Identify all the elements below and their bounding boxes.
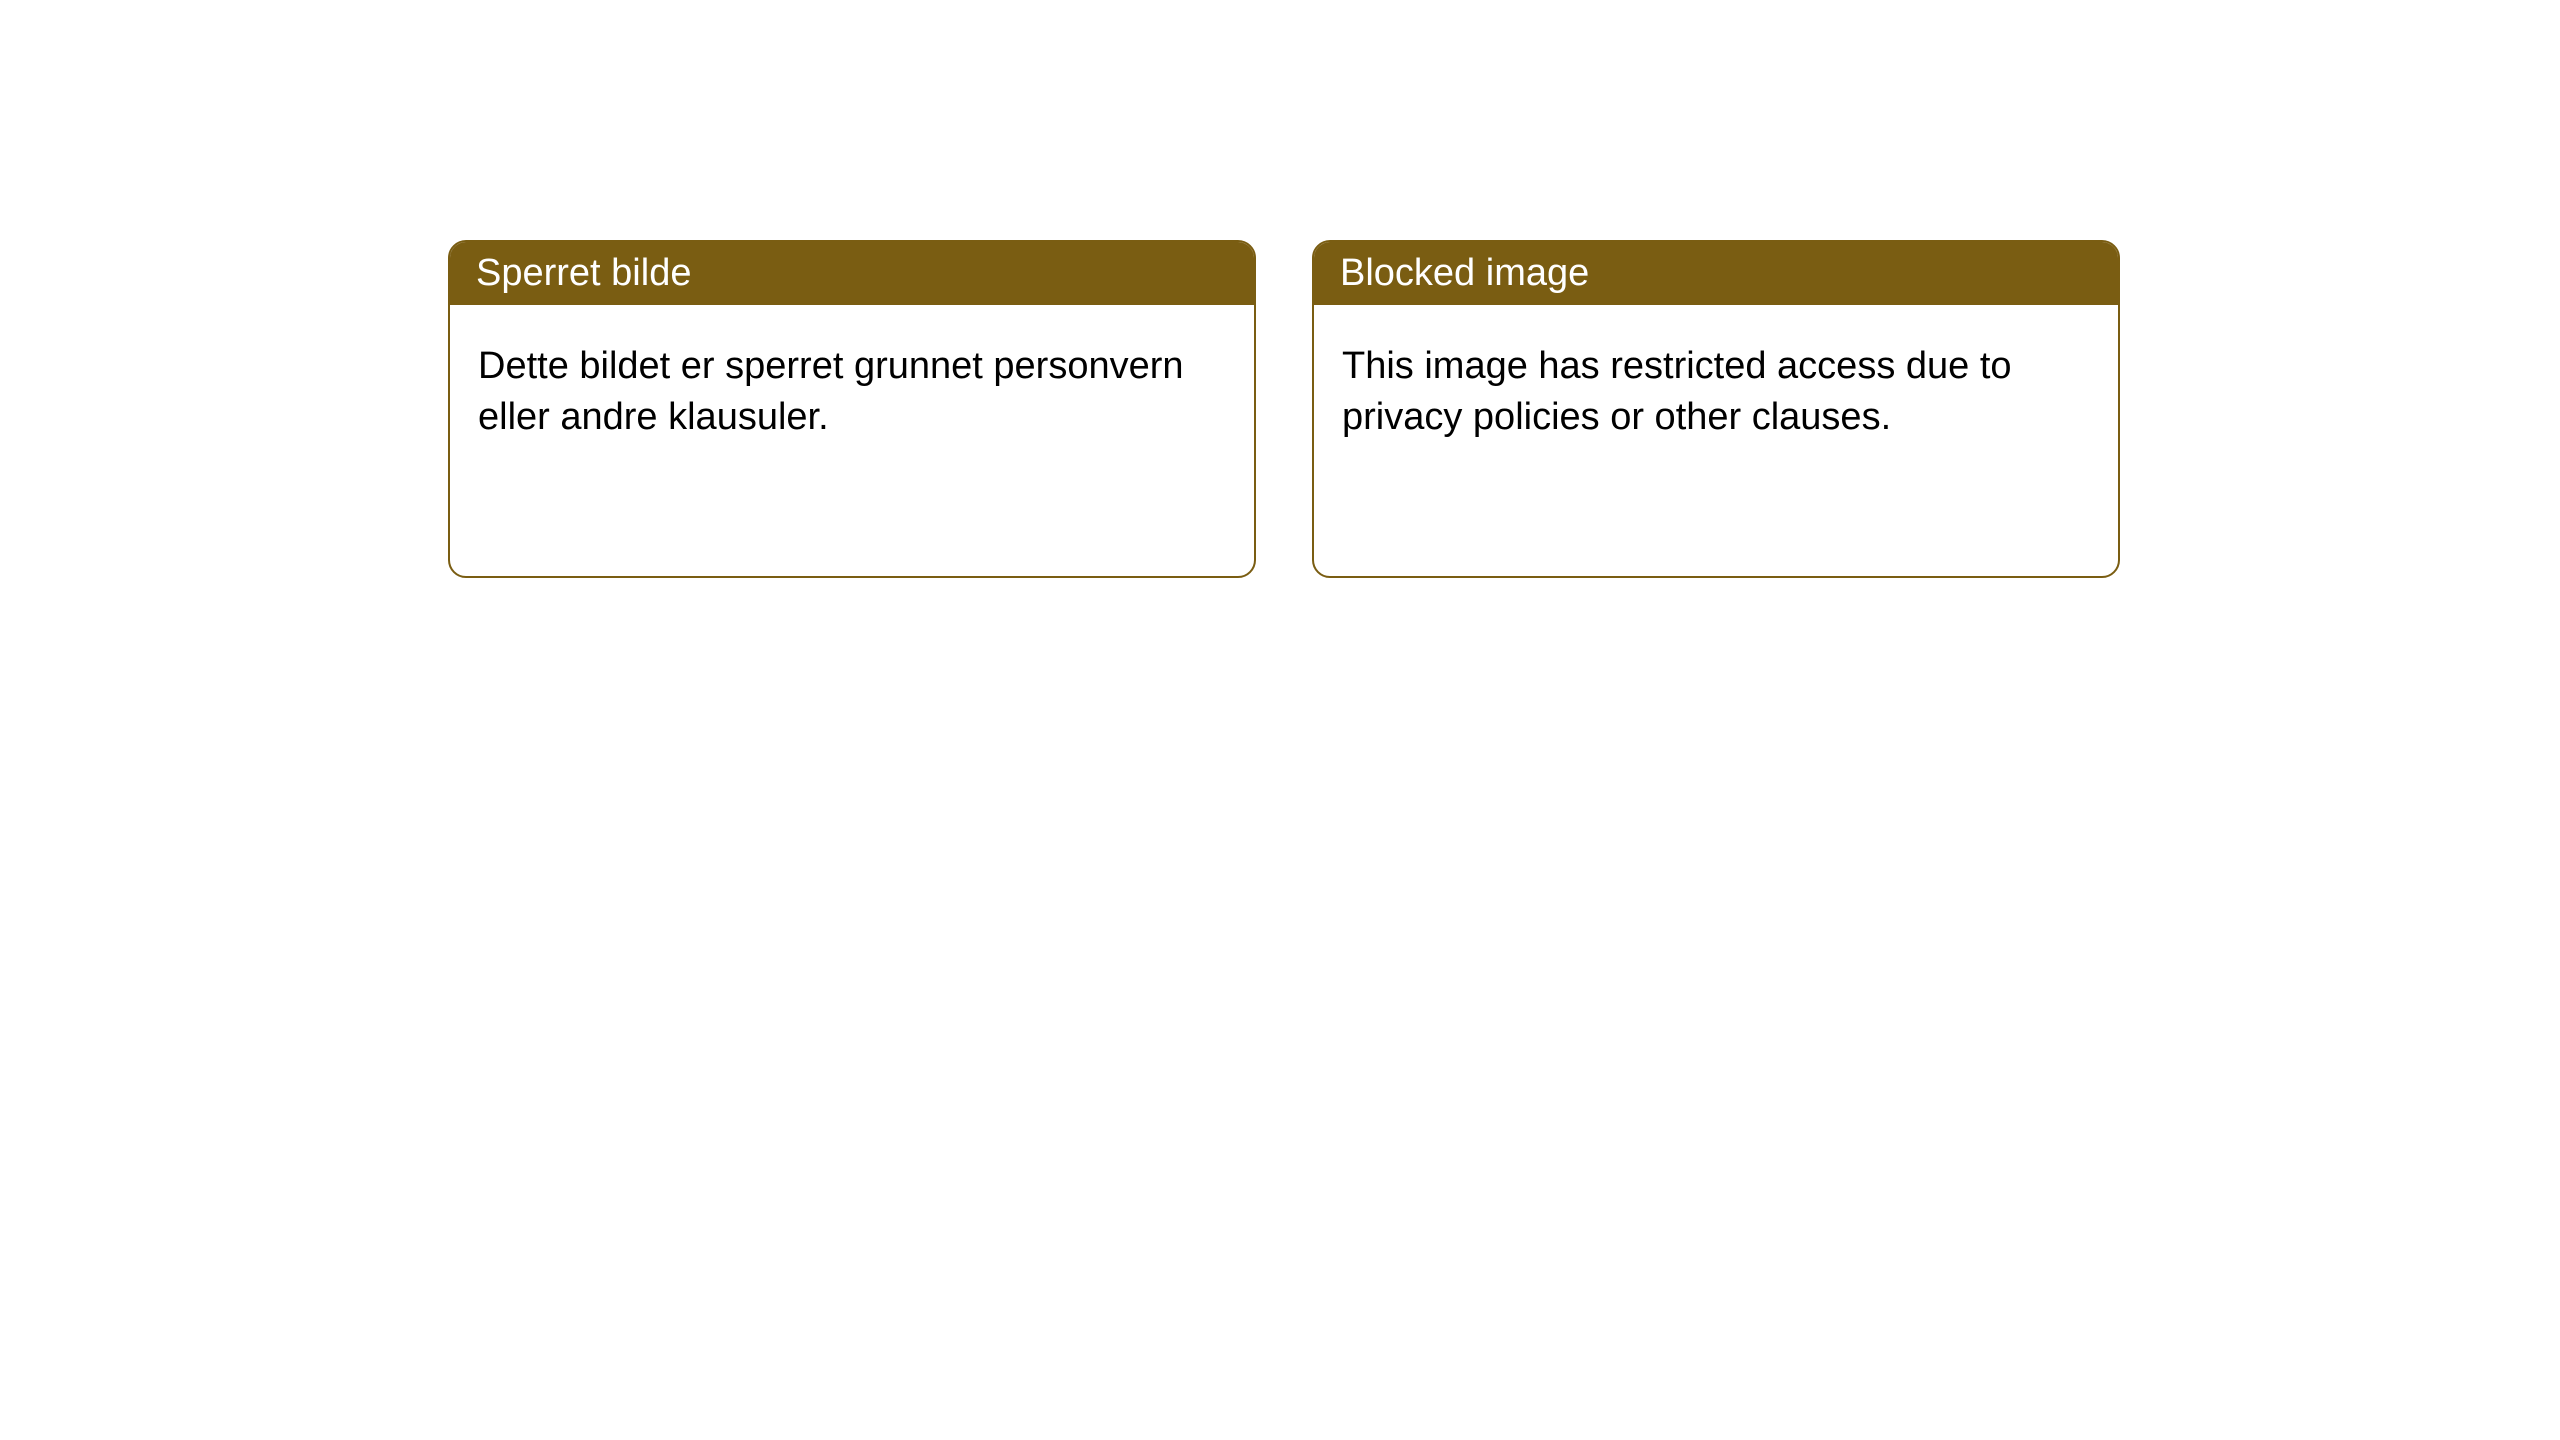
card-message: Dette bildet er sperret grunnet personve… — [478, 345, 1184, 438]
blocked-image-card-en: Blocked image This image has restricted … — [1312, 240, 2120, 578]
card-body: This image has restricted access due to … — [1314, 305, 2118, 480]
card-header: Sperret bilde — [450, 242, 1254, 305]
card-title: Blocked image — [1340, 252, 1589, 294]
card-title: Sperret bilde — [476, 252, 691, 294]
card-header: Blocked image — [1314, 242, 2118, 305]
card-message: This image has restricted access due to … — [1342, 345, 2012, 438]
card-body: Dette bildet er sperret grunnet personve… — [450, 305, 1254, 480]
cards-container: Sperret bilde Dette bildet er sperret gr… — [0, 0, 2560, 578]
blocked-image-card-no: Sperret bilde Dette bildet er sperret gr… — [448, 240, 1256, 578]
